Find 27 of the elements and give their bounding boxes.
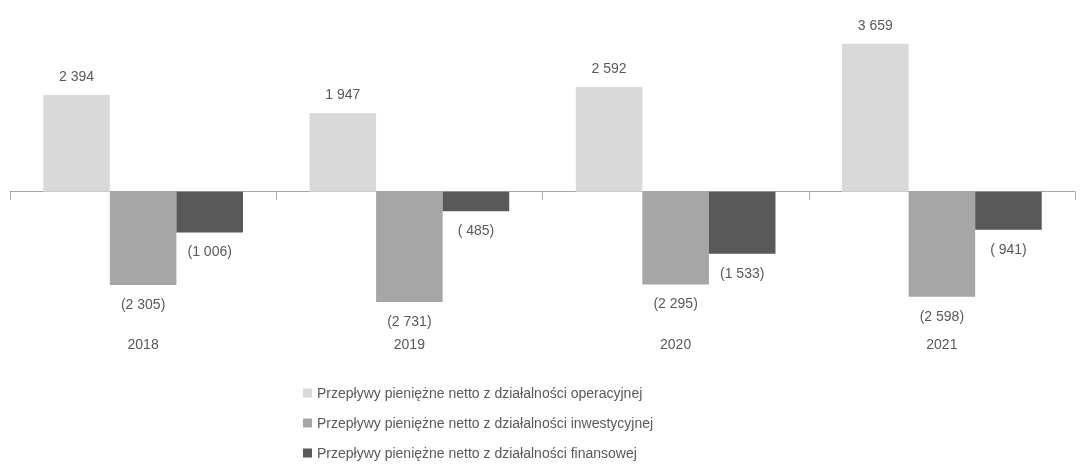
x-tick-label: 2020 [660, 336, 692, 352]
data-label: ( 941) [990, 240, 1027, 257]
legend-label: Przepływy pieniężne netto z działalności operacyjnej [317, 385, 643, 401]
data-label: 3 659 [857, 16, 894, 33]
data-label: (1 006) [187, 243, 232, 260]
bar [708, 191, 776, 254]
data-label: 2 592 [591, 59, 627, 76]
x-tick-label: 2019 [393, 336, 426, 352]
bar [842, 43, 909, 192]
data-label: (2 305) [120, 295, 166, 312]
data-label: 2 394 [59, 67, 95, 84]
legend-label: Przepływy pieniężne netto z działalności finansowej [317, 445, 637, 461]
bar [975, 191, 1042, 230]
legend-label: Przepływy pieniężne netto z działalności inwestycyjnej [317, 415, 654, 431]
x-tick-label: 2021 [926, 336, 958, 352]
data-label: (2 598) [919, 307, 965, 324]
data-label: (2 731) [387, 313, 432, 330]
bar [442, 191, 510, 212]
bar [176, 191, 243, 233]
bar [575, 86, 643, 192]
bar [309, 113, 377, 192]
data-label: (1 533) [720, 264, 765, 281]
x-tick-label: 2018 [127, 336, 159, 352]
bar [43, 94, 110, 192]
data-label: 1 947 [325, 86, 361, 102]
data-label: (2 295) [653, 295, 698, 312]
data-label: ( 485) [457, 222, 495, 239]
